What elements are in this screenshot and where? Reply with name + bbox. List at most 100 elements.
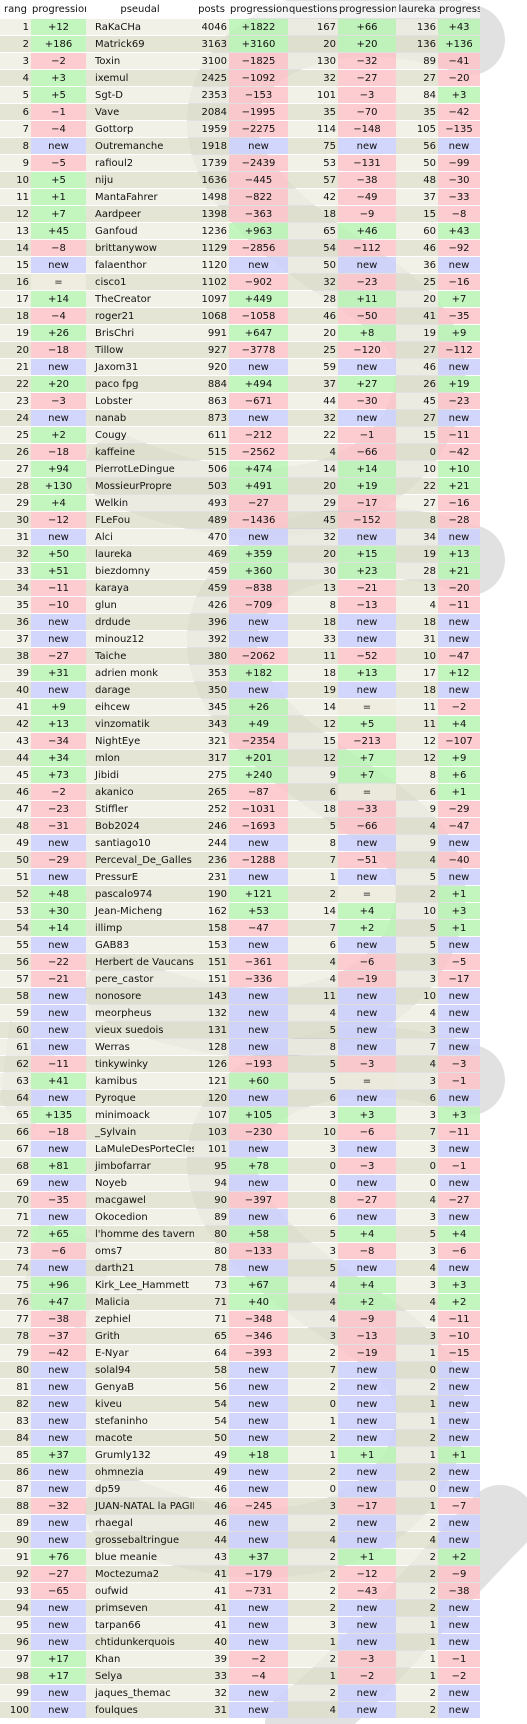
cell-pseudal[interactable]: minimoack <box>86 1107 194 1123</box>
header-laureka[interactable]: laureka <box>396 1 438 18</box>
header-questions[interactable]: questions <box>288 1 338 18</box>
cell-pseudal[interactable]: darage <box>86 682 194 698</box>
header-progression-laureka[interactable]: progression <box>438 1 480 18</box>
cell-pseudal[interactable]: kamibus <box>86 1073 194 1089</box>
cell-pseudal[interactable]: illimp <box>86 920 194 936</box>
cell-pseudal[interactable]: Ganfoud <box>86 223 194 239</box>
cell-pseudal[interactable]: darth21 <box>86 1260 194 1276</box>
cell-pseudal[interactable]: karaya <box>86 580 194 596</box>
cell-pseudal[interactable]: GenyaB <box>86 1379 194 1395</box>
cell-pseudal[interactable]: _Sylvain <box>86 1124 194 1140</box>
cell-pseudal[interactable]: macgawel <box>86 1192 194 1208</box>
cell-pseudal[interactable]: Perceval_De_Galles <box>86 852 194 868</box>
cell-pseudal[interactable]: Malicia <box>86 1294 194 1310</box>
cell-pseudal[interactable]: dp59 <box>86 1481 194 1497</box>
cell-pseudal[interactable]: TheCreator <box>86 291 194 307</box>
cell-pseudal[interactable]: FLeFou <box>86 512 194 528</box>
cell-pseudal[interactable]: blue meanie <box>86 1549 194 1565</box>
cell-pseudal[interactable]: Aardpeer <box>86 206 194 222</box>
cell-pseudal[interactable]: vieux suedois <box>86 1022 194 1038</box>
cell-pseudal[interactable]: Grumly132 <box>86 1447 194 1463</box>
cell-pseudal[interactable]: glun <box>86 597 194 613</box>
cell-pseudal[interactable]: Taiche <box>86 648 194 664</box>
cell-pseudal[interactable]: GAB83 <box>86 937 194 953</box>
cell-pseudal[interactable]: Noyeb <box>86 1175 194 1191</box>
cell-pseudal[interactable]: paco fpg <box>86 376 194 392</box>
cell-pseudal[interactable]: JUAN-NATAL la PAGINa <box>86 1498 194 1514</box>
cell-pseudal[interactable]: Alci <box>86 529 194 545</box>
header-posts[interactable]: posts <box>194 1 229 18</box>
cell-pseudal[interactable]: Moctezuma2 <box>86 1566 194 1582</box>
cell-pseudal[interactable]: meorpheus <box>86 1005 194 1021</box>
header-progression-posts[interactable]: progression <box>229 1 288 18</box>
cell-pseudal[interactable]: jaques_themac <box>86 1685 194 1701</box>
cell-pseudal[interactable]: MantaFahrer <box>86 189 194 205</box>
header-progression-rang[interactable]: progression <box>31 1 86 18</box>
cell-pseudal[interactable]: Okocedion <box>86 1209 194 1225</box>
cell-pseudal[interactable]: Stiffler <box>86 801 194 817</box>
cell-pseudal[interactable]: Vave <box>86 104 194 120</box>
cell-pseudal[interactable]: tinkywinky <box>86 1056 194 1072</box>
cell-pseudal[interactable]: Outremanche <box>86 138 194 154</box>
cell-pseudal[interactable]: minouz12 <box>86 631 194 647</box>
cell-pseudal[interactable]: Kirk_Lee_Hammett <box>86 1277 194 1293</box>
cell-pseudal[interactable]: Welkin <box>86 495 194 511</box>
cell-pseudal[interactable]: l'homme des tavernes <box>86 1226 194 1242</box>
cell-pseudal[interactable]: niju <box>86 172 194 188</box>
cell-pseudal[interactable]: grossebaltringue <box>86 1532 194 1548</box>
cell-pseudal[interactable]: Grith <box>86 1328 194 1344</box>
cell-pseudal[interactable]: Matrick69 <box>86 36 194 52</box>
header-pseudal[interactable]: pseudal <box>86 1 194 18</box>
cell-pseudal[interactable]: Lobster <box>86 393 194 409</box>
cell-pseudal[interactable]: PierrotLeDingue <box>86 461 194 477</box>
cell-pseudal[interactable]: rafioul2 <box>86 155 194 171</box>
header-progression-questions[interactable]: progression <box>338 1 396 18</box>
cell-pseudal[interactable]: chtidunkerquois <box>86 1634 194 1650</box>
cell-pseudal[interactable]: oufwid <box>86 1583 194 1599</box>
cell-pseudal[interactable]: oms7 <box>86 1243 194 1259</box>
cell-pseudal[interactable]: LaMuleDesPorteCles <box>86 1141 194 1157</box>
cell-pseudal[interactable]: RaKaCHa <box>86 19 194 35</box>
cell-pseudal[interactable]: Jaxom31 <box>86 359 194 375</box>
cell-pseudal[interactable]: kiveu <box>86 1396 194 1412</box>
cell-pseudal[interactable]: nonosore <box>86 988 194 1004</box>
cell-pseudal[interactable]: santiago10 <box>86 835 194 851</box>
cell-pseudal[interactable]: pere_castor <box>86 971 194 987</box>
cell-pseudal[interactable]: foulques <box>86 1702 194 1718</box>
cell-pseudal[interactable]: Tillow <box>86 342 194 358</box>
cell-pseudal[interactable]: primseven <box>86 1600 194 1616</box>
cell-pseudal[interactable]: Bob2024 <box>86 818 194 834</box>
cell-pseudal[interactable]: BrisChri <box>86 325 194 341</box>
cell-pseudal[interactable]: drdude <box>86 614 194 630</box>
cell-pseudal[interactable]: nanab <box>86 410 194 426</box>
cell-pseudal[interactable]: tarpan66 <box>86 1617 194 1633</box>
cell-pseudal[interactable]: Herbert de Vaucanson <box>86 954 194 970</box>
cell-pseudal[interactable]: solal94 <box>86 1362 194 1378</box>
cell-pseudal[interactable]: Pyroque <box>86 1090 194 1106</box>
cell-pseudal[interactable]: kaffeine <box>86 444 194 460</box>
cell-pseudal[interactable]: zephiel <box>86 1311 194 1327</box>
cell-pseudal[interactable]: PressurE <box>86 869 194 885</box>
cell-pseudal[interactable]: Jean-Micheng <box>86 903 194 919</box>
cell-pseudal[interactable]: Khan <box>86 1651 194 1667</box>
cell-pseudal[interactable]: vinzomatik <box>86 716 194 732</box>
cell-pseudal[interactable]: roger21 <box>86 308 194 324</box>
cell-pseudal[interactable]: cisco1 <box>86 274 194 290</box>
cell-pseudal[interactable]: jimbofarrar <box>86 1158 194 1174</box>
cell-pseudal[interactable]: falaenthor <box>86 257 194 273</box>
cell-pseudal[interactable]: adrien monk <box>86 665 194 681</box>
cell-pseudal[interactable]: ohmnezia <box>86 1464 194 1480</box>
cell-pseudal[interactable]: Werras <box>86 1039 194 1055</box>
cell-pseudal[interactable]: akanico <box>86 784 194 800</box>
cell-pseudal[interactable]: stefaninho <box>86 1413 194 1429</box>
cell-pseudal[interactable]: ixemul <box>86 70 194 86</box>
cell-pseudal[interactable]: Toxin <box>86 53 194 69</box>
cell-pseudal[interactable]: pascalo974 <box>86 886 194 902</box>
cell-pseudal[interactable]: MossieurPropre <box>86 478 194 494</box>
cell-pseudal[interactable]: macote <box>86 1430 194 1446</box>
cell-pseudal[interactable]: Gottorp <box>86 121 194 137</box>
cell-pseudal[interactable]: Sgt-D <box>86 87 194 103</box>
cell-pseudal[interactable]: Selya <box>86 1668 194 1684</box>
cell-pseudal[interactable]: laureka <box>86 546 194 562</box>
cell-pseudal[interactable]: biezdomny <box>86 563 194 579</box>
